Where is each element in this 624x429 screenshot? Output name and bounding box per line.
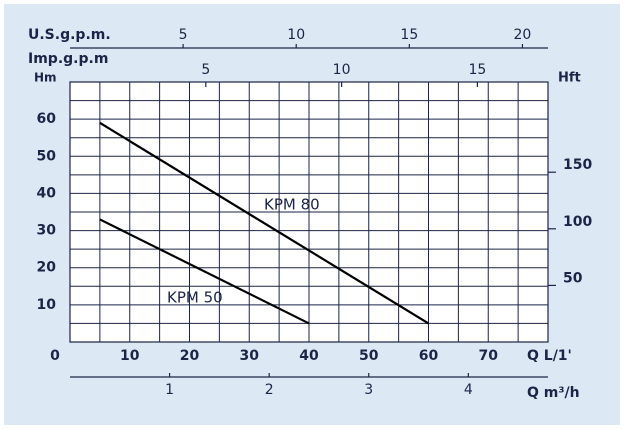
- x-tick-label: 40: [299, 348, 319, 364]
- bottom-axis-label: Q m³/h: [527, 385, 580, 401]
- top-tick-label: 5: [201, 62, 210, 78]
- curve: [99, 121, 430, 325]
- y2-tick-label: 50: [563, 270, 583, 286]
- curve-label: KPM 50: [167, 289, 223, 307]
- x-tick-label: 30: [240, 348, 260, 364]
- y-tick-label: 50: [37, 148, 57, 164]
- top-axis-label: U.S.g.p.m.: [28, 27, 111, 43]
- bottom-tick-label: 4: [464, 382, 473, 398]
- top-tick-label: 10: [287, 27, 305, 43]
- top-tick-label: 20: [514, 27, 532, 43]
- y-tick-label: 10: [37, 297, 57, 313]
- y2-axis-label: Hft: [558, 71, 581, 86]
- plot-frame: [69, 81, 549, 343]
- y2-tick-label: 100: [563, 214, 592, 230]
- x-tick-label: 70: [479, 348, 499, 364]
- top-tick-label: 5: [179, 27, 188, 43]
- y-tick-label: 20: [37, 260, 57, 276]
- top-tick-label: 10: [333, 62, 351, 78]
- top-tick-label: 15: [400, 27, 418, 43]
- x-tick-label: 0: [50, 348, 60, 364]
- bottom-tick-label: 1: [165, 382, 174, 398]
- bottom-tick-label: 3: [364, 382, 373, 398]
- x-tick-label: 60: [419, 348, 439, 364]
- y-tick-label: 60: [37, 111, 57, 127]
- top-tick-label: 15: [468, 62, 486, 78]
- curve-label: KPM 80: [264, 196, 320, 214]
- x-tick-label: 50: [359, 348, 379, 364]
- bottom-tick-label: 2: [265, 382, 274, 398]
- top-axis-label: Imp.g.p.m: [28, 51, 108, 67]
- x-tick-label: 20: [180, 348, 200, 364]
- y-axis-label: Hm: [34, 71, 57, 85]
- curve: [99, 218, 310, 325]
- y-tick-label: 40: [37, 185, 57, 201]
- y2-tick-label: 150: [563, 157, 592, 173]
- x-axis-label: Q L/1': [527, 348, 572, 364]
- y-tick-label: 30: [37, 223, 57, 239]
- x-tick-label: 10: [120, 348, 140, 364]
